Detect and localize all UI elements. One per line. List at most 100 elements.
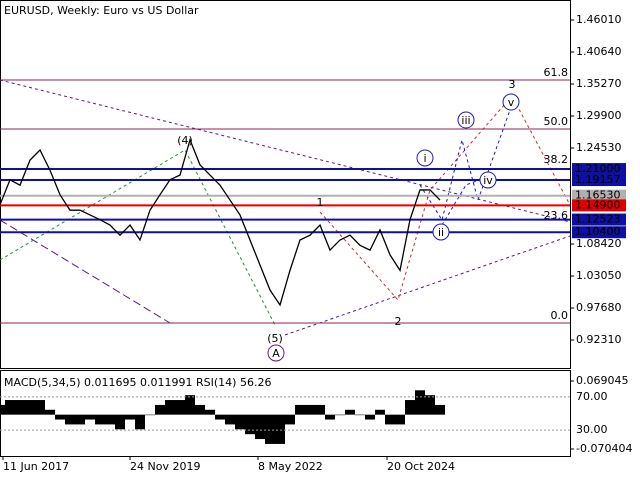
fib-label: 0.0 [551,309,569,322]
trendline [319,95,571,302]
macd-bar [215,414,225,420]
x-tick-label: 24 Nov 2019 [130,460,200,473]
main-panel [0,0,571,369]
price-line [0,137,441,307]
macd-bar [405,400,415,415]
macd-bar [0,404,5,415]
y-tick-label: 1.35270 [576,77,622,90]
level-box [572,213,626,226]
level-box [572,199,626,212]
macd-bar [145,414,155,416]
macd-bar [305,404,315,415]
level-label: 1.21000 [575,162,621,175]
y-tick-label: 1.24530 [576,141,622,154]
wave-label: (5) [267,332,283,345]
macd-bar [225,414,235,425]
macd-bar [25,400,35,415]
y-tick-label: 1.08420 [576,237,622,250]
macd-bar [355,414,365,416]
rsi-tick-label: 70.00 [576,390,608,403]
level-box [572,226,626,239]
macd-bar [15,400,25,415]
macd-bar [55,414,65,420]
macd-tick-label: 0.069045 [576,374,629,387]
x-tick-label: 8 May 2022 [258,460,323,473]
macd-bar [155,404,165,415]
x-tick-label: 20 Oct 2024 [387,460,455,473]
wave-label: (4) [177,134,193,147]
macd-bar [65,414,75,425]
fib-label: 38.2 [544,153,569,166]
macd-bar [165,400,175,415]
wave-label: iii [461,114,470,127]
macd-bar [115,414,125,430]
macd-bar [35,400,45,415]
y-tick-label: 1.29900 [576,109,622,122]
macd-bar [245,414,255,435]
level-label: 1.16530 [575,189,621,202]
macd-bar [95,414,105,425]
level-label: 1.12523 [575,213,621,226]
level-box [572,189,626,202]
macd-bar [125,414,135,420]
rsi-tick-label: 30.00 [576,423,608,436]
trendline [0,149,276,326]
x-tick-label: 11 Jun 2017 [3,460,69,473]
macd-bar [105,414,115,425]
macd-bar [345,409,355,415]
macd-bar [315,404,325,415]
macd-bar [265,414,275,444]
macd-bar [85,414,95,420]
trendline [0,219,171,324]
macd-bar [275,414,285,444]
macd-bar [415,390,425,415]
wave-label: iv [483,174,493,187]
macd-bar [335,414,345,416]
y-tick-label: 0.92310 [576,333,622,346]
chart-title: EURUSD, Weekly: Euro vs US Dollar [4,4,199,17]
indicator-title: MACD(5,34,5) 0.011695 0.011991 RSI(14) 5… [4,376,271,389]
macd-bar [5,400,15,415]
wave-circle [479,171,497,189]
wave-label: A [272,347,280,360]
wave-label: ii [438,226,444,239]
macd-tick-label: -0.070404 [576,442,632,455]
wave-label: 3 [509,78,516,91]
macd-bar [205,409,215,415]
y-tick-label: 1.40640 [576,45,622,58]
level-box [572,163,626,176]
wave-circle [502,93,520,111]
fib-label: 50.0 [544,115,569,128]
macd-bar [45,409,55,415]
trendline [0,79,571,223]
trendlines [0,79,571,336]
macd-bar [285,414,295,425]
macd-bar [395,414,405,425]
wave-label: 2 [395,315,402,328]
macd-bar [385,414,395,425]
macd-bar [235,414,245,430]
level-label: 1.10400 [575,225,621,238]
fib-label: 61.8 [544,66,569,79]
wave-circle [432,223,450,241]
macd-bar [195,404,205,415]
level-label: 1.19157 [575,173,621,186]
y-tick-label: 0.97680 [576,301,622,314]
macd-bar [435,404,445,415]
macd-bar [175,400,185,415]
macd-bar [375,409,385,415]
macd-bar [365,414,375,420]
macd-bar [425,395,435,415]
macd-bar [255,414,265,440]
macd-bar [75,414,85,425]
macd-bar [135,414,145,430]
wave-circle [457,111,475,129]
trendline [284,235,571,336]
wave-circle [416,149,434,167]
wave-label: 1 [317,196,324,209]
wave-label: v [508,96,515,109]
macd-bar [295,404,305,415]
macd-bar [325,414,335,420]
level-box [572,174,626,187]
